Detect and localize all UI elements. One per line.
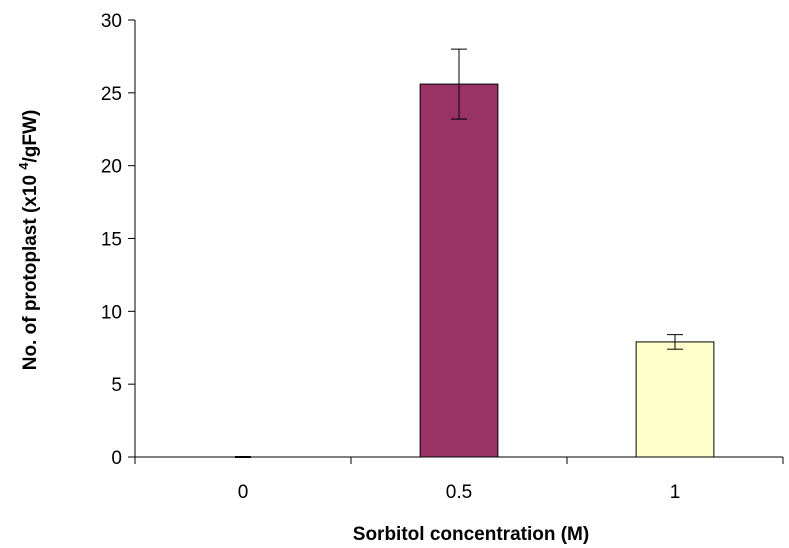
y-axis-title: No. of protoplast (x10 4/gFW) (16, 110, 41, 371)
y-axis: 0 5 10 15 20 25 30 (101, 11, 136, 469)
error-bars (235, 48, 683, 458)
y-tick-label: 0 (111, 448, 122, 469)
y-axis-title-unit: /gFW) (20, 110, 41, 163)
x-axis-title: Sorbitol concentration (M) (353, 524, 589, 545)
bars (419, 83, 715, 458)
y-tick-label: 10 (101, 302, 122, 323)
y-tick-label: 5 (111, 375, 122, 396)
x-tick-label: 0.5 (446, 482, 472, 503)
y-tick-label: 25 (101, 84, 122, 105)
y-axis-title-superscript: 4 (16, 162, 31, 170)
x-tick-label: 1 (670, 482, 681, 503)
bar-0.5 (419, 83, 499, 458)
y-tick-label: 20 (101, 157, 122, 178)
y-tick-label: 30 (101, 11, 122, 32)
y-axis-title-main: No. of protoplast (x10 (20, 170, 41, 371)
y-tick-label: 15 (101, 230, 122, 251)
x-axis: 0 0.5 1 (134, 456, 784, 503)
x-tick-label: 0 (238, 482, 249, 503)
bar-1 (635, 341, 715, 458)
